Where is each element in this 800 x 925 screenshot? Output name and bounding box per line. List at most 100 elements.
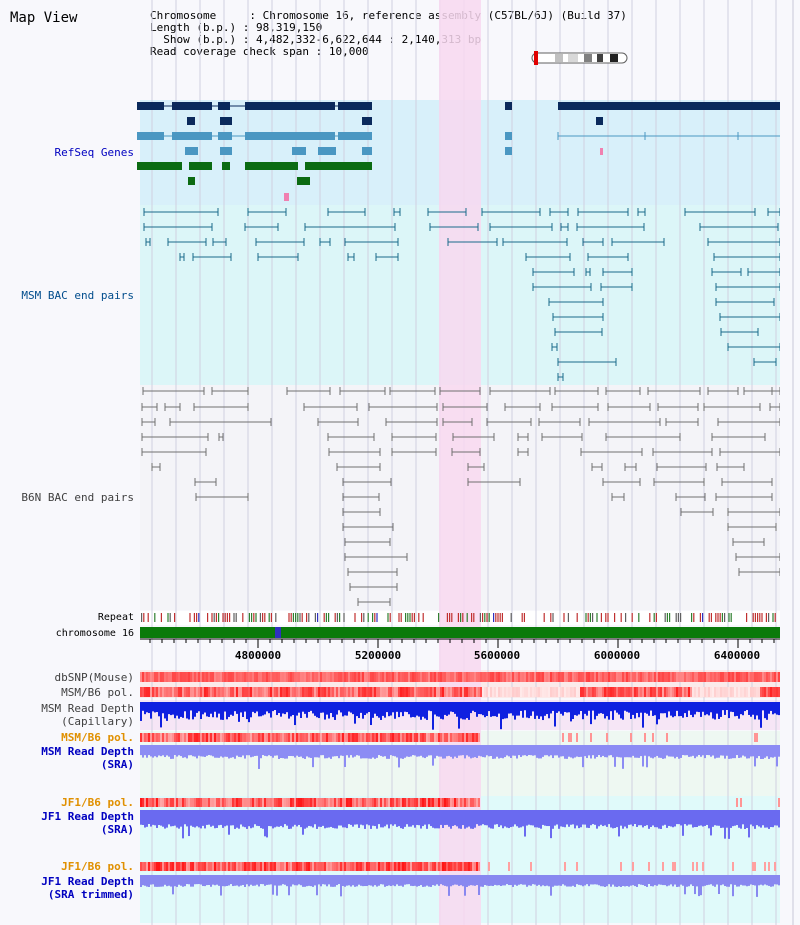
- capillary-depth-bar: [730, 702, 732, 712]
- track-label-jf1-b6-pol-2[interactable]: JF1/B6 pol.: [61, 860, 134, 873]
- dbsnp-cell: [152, 672, 154, 682]
- msm-sra-depth-bar: [648, 745, 650, 757]
- dbsnp-cell: [486, 672, 488, 682]
- track-label-msm-b6-pol[interactable]: MSM/B6 pol.: [61, 686, 134, 699]
- dbsnp-cell: [246, 672, 248, 682]
- msm-b6-pol-cell: [720, 687, 722, 697]
- track-label-b6n-bac[interactable]: B6N BAC end pairs: [21, 491, 134, 504]
- track-label-msm-bac[interactable]: MSM BAC end pairs: [21, 289, 134, 302]
- dbsnp-cell: [374, 672, 376, 682]
- msm-sra-depth-bar: [644, 745, 646, 756]
- dbsnp-cell: [240, 672, 242, 682]
- jf1-b6-pol2-cell: [160, 862, 162, 871]
- jf1-sra-depth-bar: [182, 810, 184, 839]
- msm-sra-depth-bar: [412, 745, 414, 756]
- capillary-depth-bar: [190, 702, 192, 711]
- jf1-sra-depth-bar: [488, 810, 490, 828]
- msm-b6-pol2-cell: [254, 733, 256, 742]
- msm-sra-depth-bar: [182, 745, 184, 758]
- jf1-sra-depth-bar: [576, 810, 578, 826]
- track-label-jf1-depth-sra[interactable]: JF1 Read Depth (SRA): [41, 810, 134, 836]
- track-label-jf1-b6-pol[interactable]: JF1/B6 pol.: [61, 796, 134, 809]
- msm-b6-pol2-cell: [326, 733, 328, 742]
- jf1-trimmed-depth-bar: [672, 875, 674, 887]
- jf1-b6-pol2-cell: [406, 862, 408, 871]
- jf1-trimmed-depth-bar: [700, 875, 702, 896]
- jf1-sra-depth-bar: [298, 810, 300, 825]
- jf1-sra-depth-bar: [752, 810, 754, 827]
- msm-b6-pol2-cell: [260, 733, 262, 742]
- jf1-sra-depth-bar: [192, 810, 194, 827]
- jf1-trimmed-depth-bar: [330, 875, 332, 887]
- dbsnp-cell: [750, 672, 752, 682]
- repeat-mark: [297, 613, 299, 622]
- msm-b6-pol2-cell: [232, 733, 234, 742]
- msm-b6-pol2-cell: [198, 733, 200, 742]
- msm-sra-depth-bar: [434, 745, 436, 759]
- msm-sra-depth-bar: [482, 745, 484, 758]
- msm-b6-pol2-cell: [186, 733, 188, 742]
- jf1-trimmed-depth-bar: [190, 875, 192, 887]
- track-label-refseq[interactable]: RefSeq Genes: [54, 146, 134, 159]
- repeat-mark: [708, 613, 710, 622]
- repeat-mark: [666, 613, 668, 622]
- jf1-trimmed-depth-bar: [494, 875, 496, 885]
- jf1-b6-pol-cell: [452, 798, 454, 807]
- track-label-repeat[interactable]: Repeat: [97, 612, 134, 623]
- msm-sra-depth-bar: [620, 745, 622, 758]
- jf1-trimmed-depth-bar: [272, 875, 274, 895]
- jf1-trimmed-depth-bar: [382, 875, 384, 885]
- gene-exon: [189, 162, 212, 170]
- msm-b6-pol-cell: [330, 687, 332, 697]
- refseq-genes: [137, 102, 785, 201]
- msm-b6-pol2-cell: [244, 733, 246, 742]
- jf1-sra-depth-bar: [620, 810, 622, 826]
- msm-b6-pol-cell: [494, 687, 496, 697]
- msm-b6-pol-cell: [532, 687, 534, 697]
- msm-sra-depth-bar: [622, 745, 624, 769]
- msm-b6-pol-cell: [652, 687, 654, 697]
- jf1-b6-pol2-cell: [332, 862, 334, 871]
- dbsnp-cell: [440, 672, 442, 682]
- jf1-b6-pol-cell: [166, 798, 168, 807]
- jf1-sra-depth-bar: [450, 810, 452, 829]
- msm-b6-pol2-cell: [182, 733, 184, 742]
- jf1-trimmed-depth-bar: [168, 875, 170, 886]
- track-label-msm-depth-capillary[interactable]: MSM Read Depth (Capillary): [41, 702, 134, 728]
- track-label-msm-b6-pol-2[interactable]: MSM/B6 pol.: [61, 731, 134, 744]
- capillary-depth-bar: [492, 702, 494, 717]
- msm-b6-pol-cell: [376, 687, 378, 697]
- jf1-trimmed-depth-bar: [170, 875, 172, 887]
- jf1-b6-pol-cell: [228, 798, 230, 807]
- capillary-depth-bar: [230, 702, 232, 715]
- gene-exon: [185, 147, 198, 155]
- track-label-msm-depth-sra[interactable]: MSM Read Depth (SRA): [41, 745, 134, 771]
- dbsnp-cell: [394, 672, 396, 682]
- jf1-trimmed-depth-bar: [544, 875, 546, 887]
- jf1-trimmed-depth-bar: [678, 875, 680, 887]
- msm-sra-depth-bar: [502, 745, 504, 759]
- msm-b6-pol-cell: [468, 687, 470, 697]
- msm-sra-depth-bar: [776, 745, 778, 767]
- dbsnp-cell: [186, 672, 188, 682]
- track-label-jf1-depth-trimmed[interactable]: JF1 Read Depth (SRA trimmed): [41, 875, 134, 901]
- track-label-dbsnp[interactable]: dbSNP(Mouse): [54, 671, 134, 684]
- jf1-b6-pol-cell: [736, 798, 738, 807]
- msm-sra-depth-bar: [718, 745, 720, 758]
- msm-b6-pol-cell: [338, 687, 340, 697]
- dbsnp-cell: [704, 672, 706, 682]
- jf1-b6-pol2-cell: [732, 862, 734, 871]
- jf1-sra-depth-bar: [424, 810, 426, 825]
- msm-b6-pol2-cell: [390, 733, 392, 742]
- capillary-depth-bar: [748, 702, 750, 715]
- msm-b6-pol-cell: [276, 687, 278, 697]
- repeat-mark: [242, 613, 244, 622]
- jf1-sra-depth-bar: [544, 810, 546, 826]
- msm-b6-pol2-cell: [168, 733, 170, 742]
- msm-sra-depth-bar: [504, 745, 506, 758]
- msm-sra-depth-bar: [660, 745, 662, 758]
- jf1-b6-pol2-cell: [460, 862, 462, 871]
- jf1-sra-depth-bar: [342, 810, 344, 828]
- jf1-trimmed-depth-bar: [464, 875, 466, 896]
